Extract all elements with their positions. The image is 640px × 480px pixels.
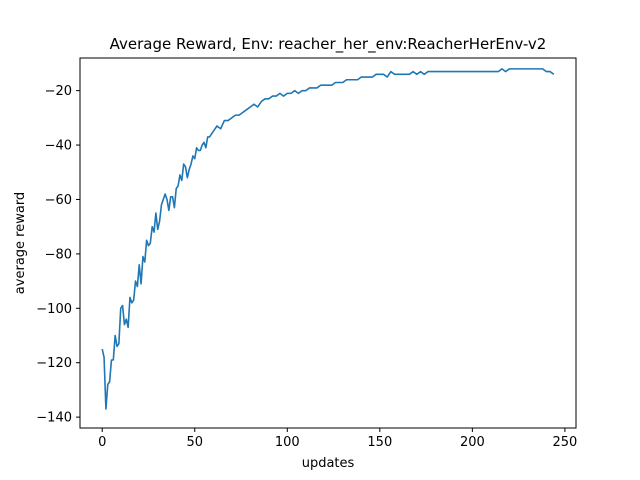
plot-area xyxy=(101,68,555,410)
x-tick-label: 250 xyxy=(552,435,577,450)
y-tick-label: −100 xyxy=(36,302,72,317)
x-tick-label: 50 xyxy=(186,435,203,450)
x-tick-label: 200 xyxy=(460,435,485,450)
y-tick-label: −60 xyxy=(45,193,72,208)
y-tick-label: −40 xyxy=(45,139,72,154)
x-tick-label: 100 xyxy=(275,435,300,450)
reward-series-line xyxy=(101,68,555,410)
y-tick-label: −20 xyxy=(45,84,72,99)
y-tick-label: −120 xyxy=(36,356,72,371)
y-tick-label: −80 xyxy=(45,247,72,262)
y-tick-label: −140 xyxy=(36,411,72,426)
x-axis: 0 50 100 150 200 250 xyxy=(98,428,577,450)
axes-frame xyxy=(79,57,577,429)
y-axis: −20 −40 −60 −80 −100 −120 −140 xyxy=(36,84,80,426)
y-axis-title: average reward xyxy=(13,192,28,294)
x-tick-label: 150 xyxy=(367,435,392,450)
x-tick-label: 0 xyxy=(98,435,106,450)
chart-title: Average Reward, Env: reacher_her_env:Rea… xyxy=(110,35,547,54)
x-axis-title: updates xyxy=(302,456,355,471)
